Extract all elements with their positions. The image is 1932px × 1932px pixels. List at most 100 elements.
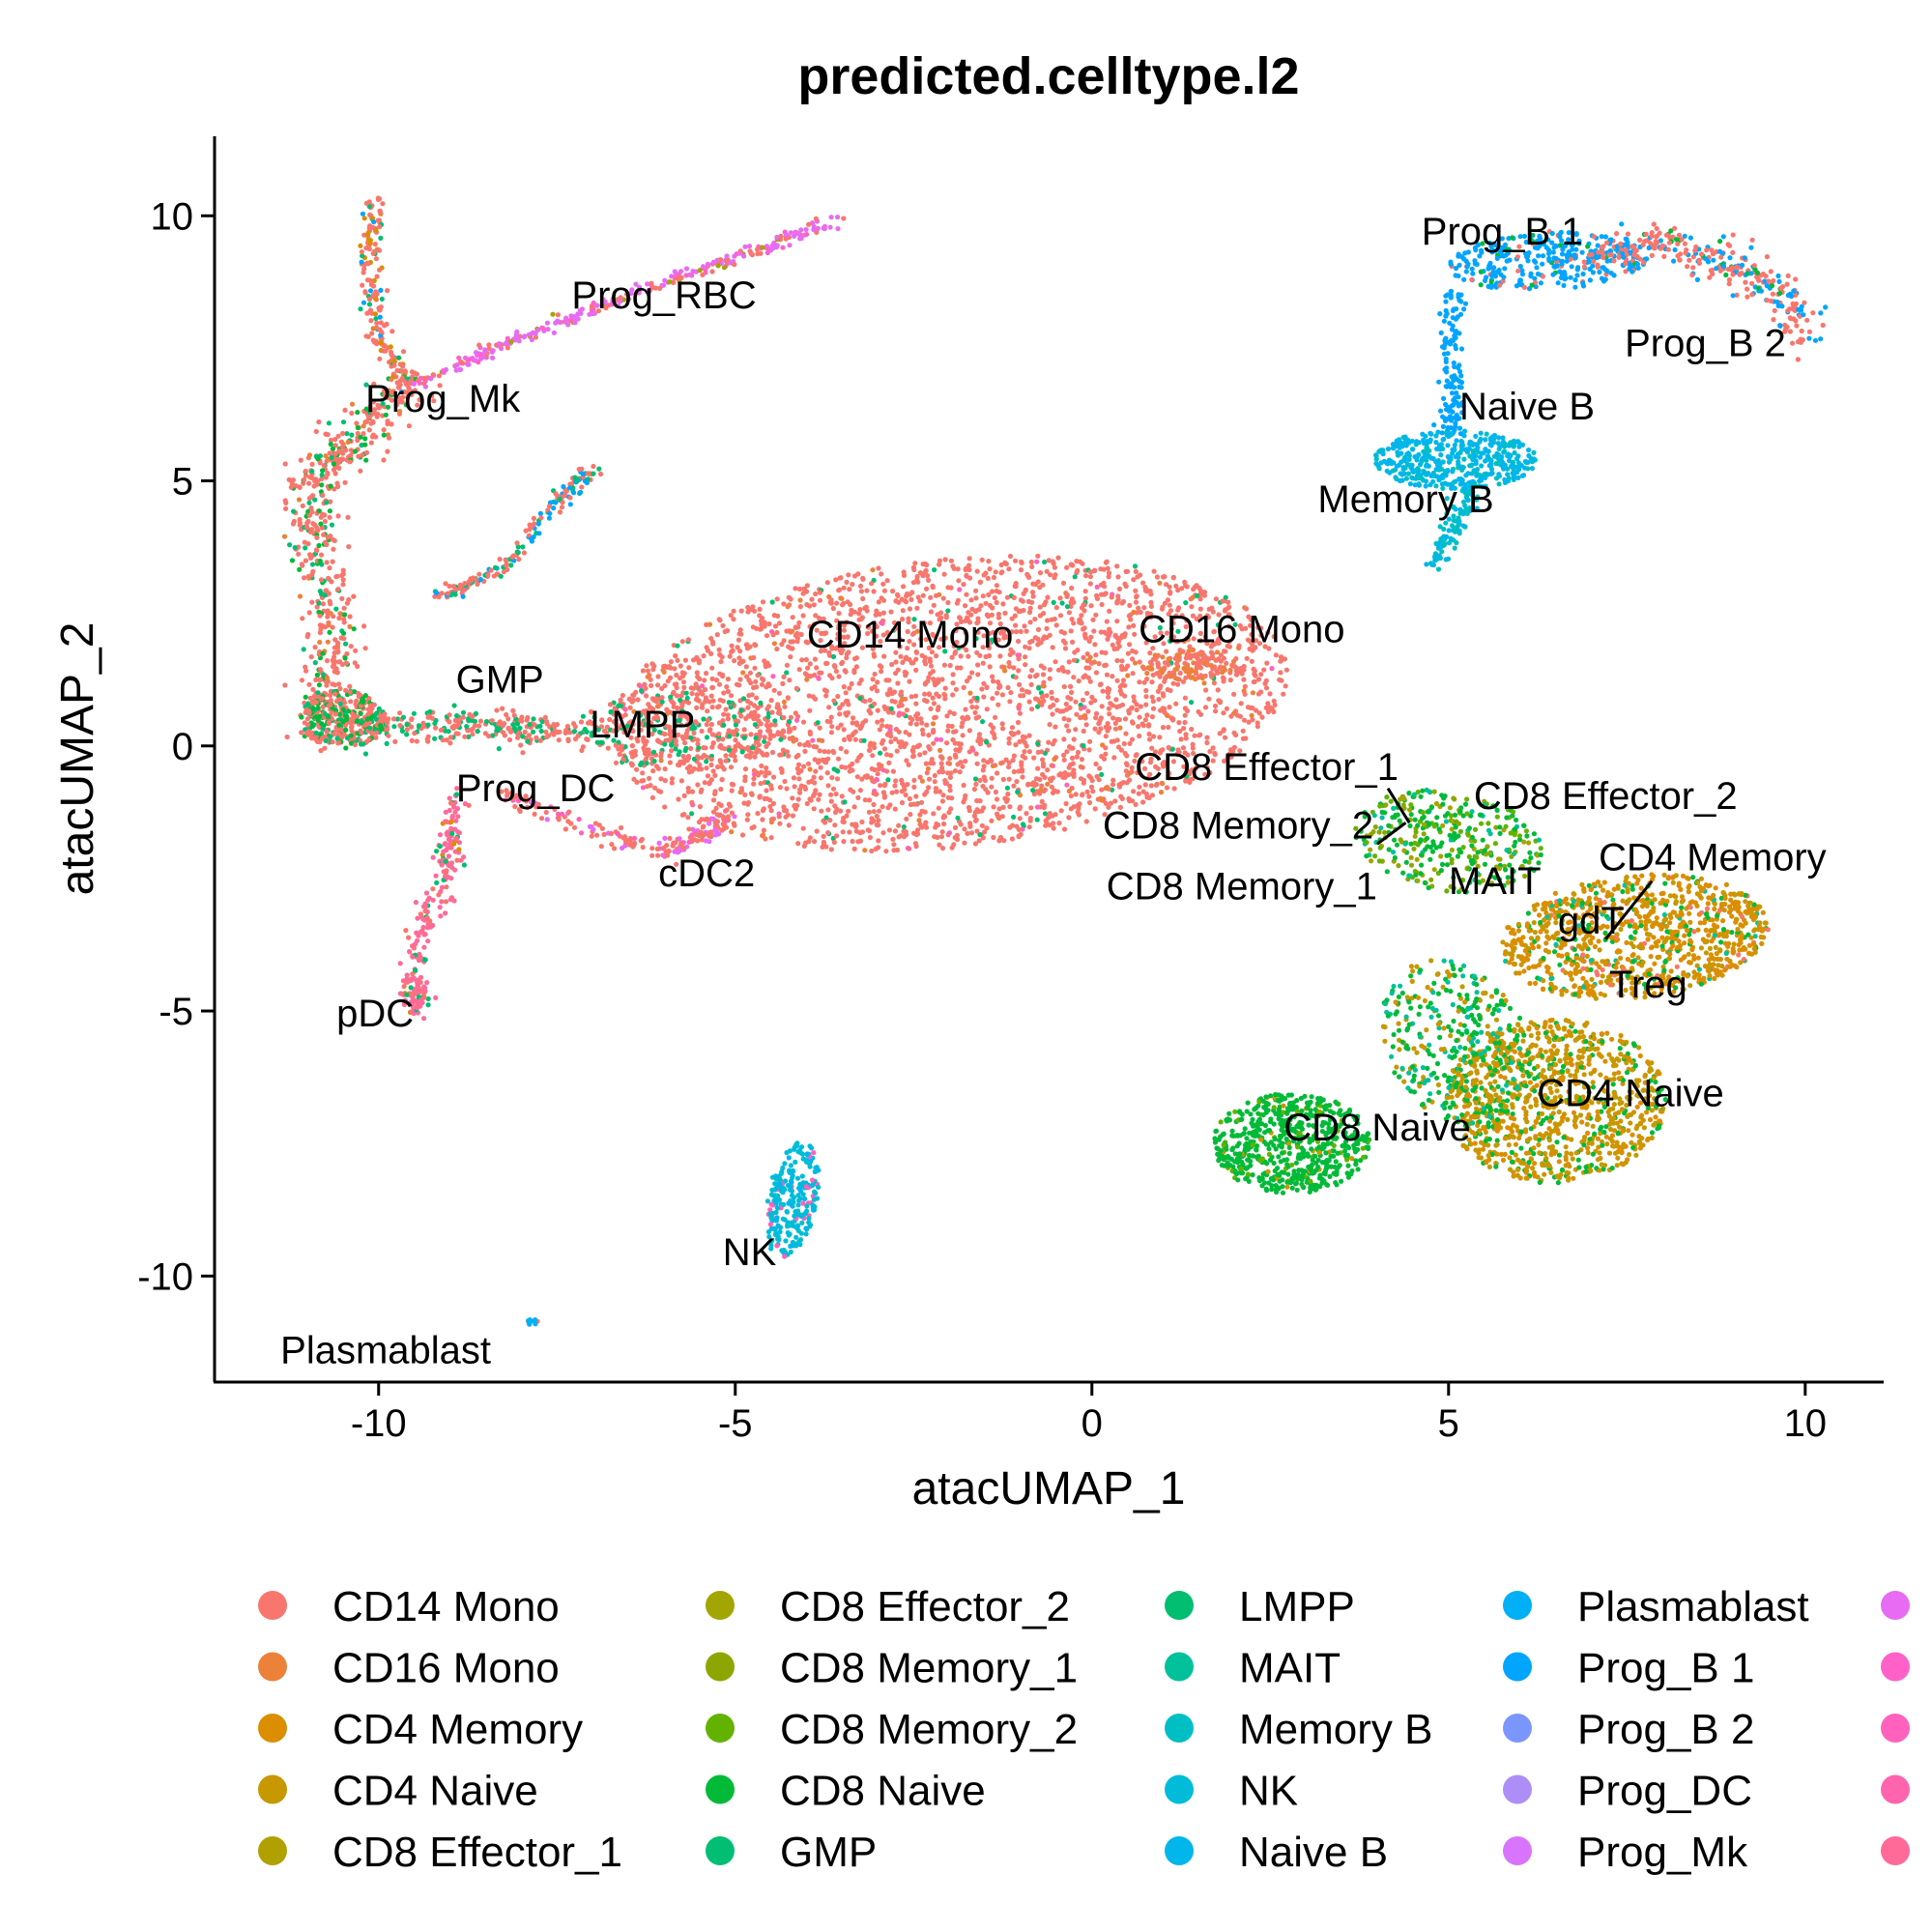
point <box>742 792 748 798</box>
point <box>963 629 968 635</box>
point <box>986 591 992 598</box>
point <box>706 821 712 826</box>
point <box>908 660 914 666</box>
point <box>378 235 384 241</box>
point <box>655 788 662 793</box>
point <box>638 838 644 844</box>
point <box>367 307 374 313</box>
point <box>653 711 659 717</box>
point <box>876 822 881 828</box>
point <box>1249 712 1254 718</box>
point <box>822 749 827 755</box>
point <box>571 721 577 727</box>
point <box>761 827 767 833</box>
point <box>1054 789 1060 794</box>
point <box>1134 702 1139 707</box>
point <box>995 679 1001 685</box>
point <box>980 645 986 650</box>
point <box>704 816 710 822</box>
point <box>316 682 322 688</box>
point <box>781 638 787 644</box>
point <box>745 705 751 710</box>
point <box>1119 600 1125 606</box>
point <box>850 838 855 845</box>
point <box>841 727 847 733</box>
point <box>1018 597 1024 603</box>
point <box>955 597 962 603</box>
point <box>903 730 908 735</box>
point <box>1069 689 1075 696</box>
point <box>835 215 841 220</box>
point <box>1244 655 1250 661</box>
point <box>347 459 353 465</box>
point <box>973 595 979 601</box>
point <box>736 682 742 688</box>
point <box>973 715 979 721</box>
point <box>1183 623 1189 630</box>
point <box>816 760 822 765</box>
point <box>997 683 1003 690</box>
point <box>883 849 889 854</box>
point <box>1049 784 1054 790</box>
point <box>1084 690 1090 696</box>
point <box>1100 688 1106 694</box>
point <box>886 760 892 766</box>
point <box>823 688 829 694</box>
point <box>867 742 873 749</box>
point <box>1051 599 1056 606</box>
point <box>743 664 749 670</box>
point <box>685 753 692 760</box>
point <box>973 588 979 593</box>
point <box>311 700 317 706</box>
point <box>1174 661 1180 667</box>
point <box>847 768 852 774</box>
point <box>650 667 656 673</box>
point <box>947 662 953 669</box>
point <box>822 760 829 765</box>
point <box>837 705 843 710</box>
point <box>729 781 735 788</box>
point <box>527 722 533 728</box>
point <box>966 575 973 581</box>
point <box>1064 564 1070 570</box>
point <box>322 539 329 545</box>
point <box>370 294 376 300</box>
point <box>324 682 330 688</box>
point <box>328 483 333 489</box>
point <box>992 594 997 601</box>
point <box>685 789 692 794</box>
point <box>771 641 778 647</box>
point <box>339 457 345 463</box>
point <box>605 745 611 751</box>
point <box>885 777 891 783</box>
point <box>940 769 946 775</box>
point <box>724 807 730 813</box>
point <box>924 722 930 728</box>
point <box>1184 651 1190 657</box>
point <box>378 287 384 293</box>
point <box>306 452 313 458</box>
point <box>1173 701 1179 706</box>
point <box>831 698 837 704</box>
point <box>825 830 831 836</box>
point <box>990 674 995 679</box>
point <box>903 792 908 798</box>
point <box>910 564 917 570</box>
point <box>876 838 881 844</box>
point <box>974 797 980 804</box>
point <box>828 714 834 720</box>
point <box>911 784 917 791</box>
point <box>1087 678 1093 684</box>
point <box>381 427 387 433</box>
point <box>1009 616 1015 621</box>
point <box>1115 574 1121 580</box>
point <box>965 830 970 837</box>
point <box>1068 745 1074 751</box>
point <box>873 612 879 618</box>
point <box>1069 755 1076 762</box>
point <box>967 822 973 828</box>
point <box>784 786 790 792</box>
point <box>1150 706 1157 711</box>
point <box>316 419 322 425</box>
point <box>913 667 919 674</box>
